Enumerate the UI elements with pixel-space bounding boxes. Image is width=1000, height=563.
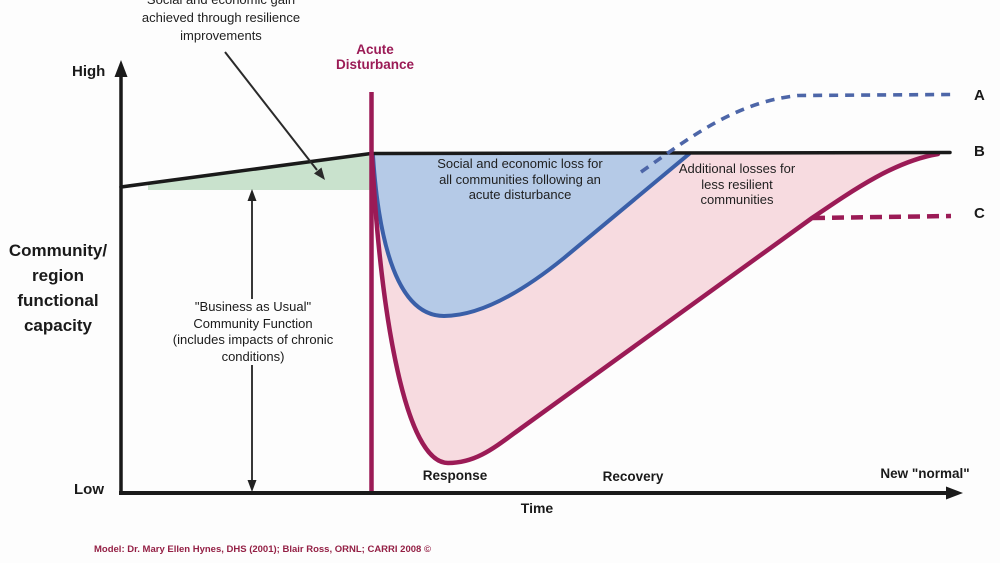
gain-note: Social and economic gain achieved throug… bbox=[141, 0, 301, 43]
recovery-phase-label: Recovery bbox=[602, 469, 664, 484]
bau-arrow-up-icon bbox=[247, 189, 257, 201]
x-axis-title: Time bbox=[520, 500, 554, 516]
dashed-c-line bbox=[812, 213, 952, 221]
business-as-usual-note: "Business as Usual" Community Function (… bbox=[153, 299, 353, 365]
y-axis-low-label: Low bbox=[74, 481, 104, 498]
dashed-a-curve bbox=[639, 92, 952, 174]
y-axis-high-label: High bbox=[72, 63, 106, 80]
y-axis-title: Community/ region functional capacity bbox=[8, 241, 108, 335]
acute-disturbance-label: Acute Disturbance bbox=[335, 42, 415, 72]
gain-annotation-arrow bbox=[224, 51, 318, 171]
y-axis-arrowhead-icon bbox=[114, 60, 128, 77]
x-axis-arrowhead-icon bbox=[946, 486, 963, 500]
blue-loss-area bbox=[373, 154, 689, 316]
bau-arrow-down-icon bbox=[247, 480, 257, 492]
green-gain-area bbox=[148, 154, 371, 190]
curve-b-end-label: B bbox=[974, 143, 985, 160]
pink-area-note: Additional losses for less resilient com… bbox=[678, 161, 796, 207]
model-credit: Model: Dr. Mary Ellen Hynes, DHS (2001);… bbox=[94, 544, 431, 555]
new-normal-phase-label: New "normal" bbox=[880, 466, 970, 481]
response-phase-label: Response bbox=[422, 468, 488, 483]
curve-a-end-label: A bbox=[974, 87, 985, 104]
gain-annotation-arrowhead-icon bbox=[314, 167, 325, 180]
blue-area-note: Social and economic loss for all communi… bbox=[437, 156, 603, 202]
curve-c-end-label: C bbox=[974, 205, 985, 222]
blue-recovery-curve bbox=[371, 152, 691, 319]
crimson-recovery-curve bbox=[369, 151, 941, 466]
